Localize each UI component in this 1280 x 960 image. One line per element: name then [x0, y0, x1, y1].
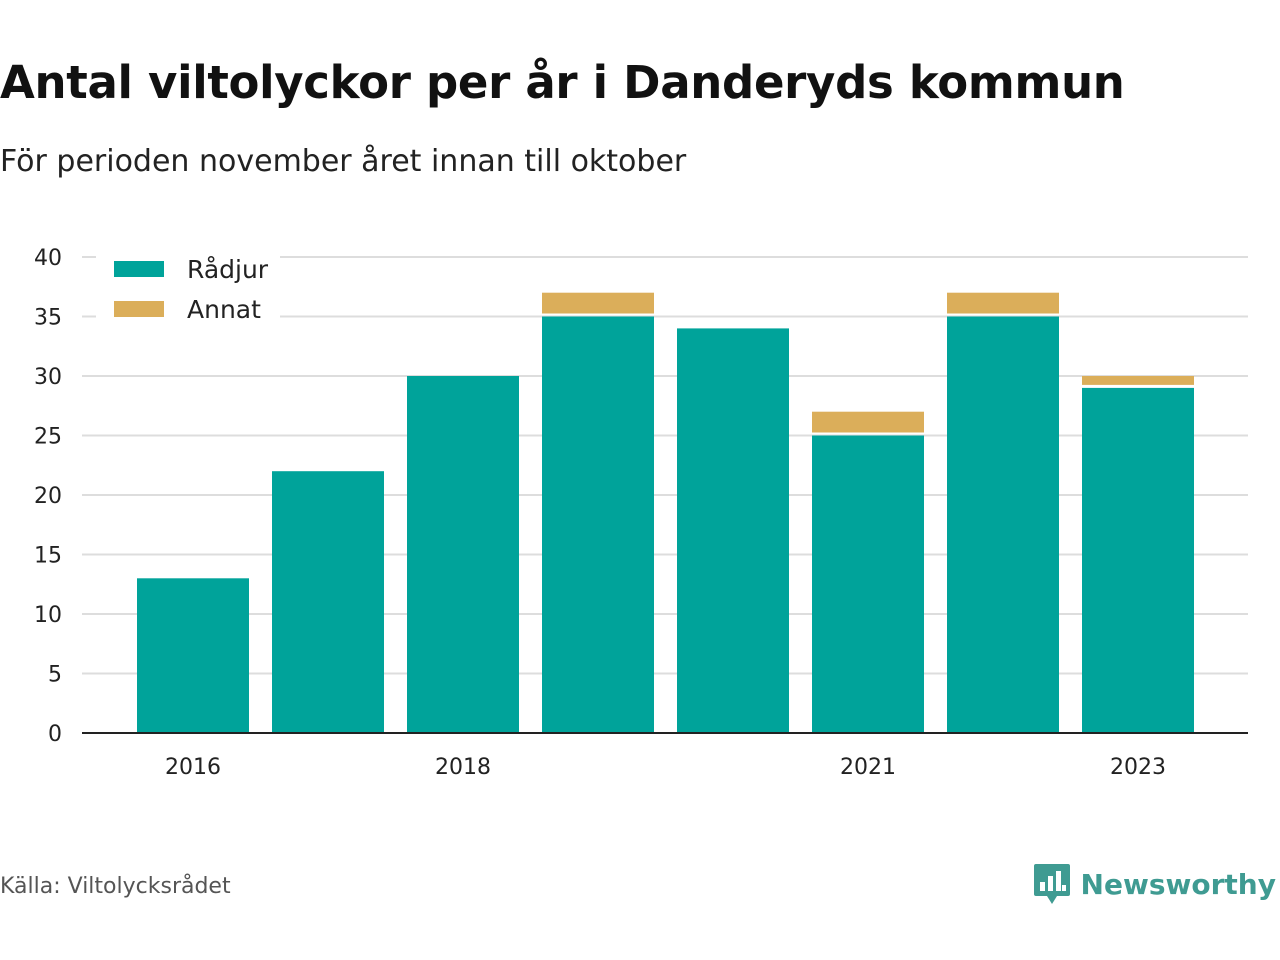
bar-radjur: [1082, 387, 1194, 733]
y-tick-label: 30: [34, 365, 62, 390]
bar-radjur: [407, 376, 519, 733]
y-tick-label: 20: [34, 484, 62, 509]
bar-annat: [812, 411, 924, 433]
y-tick-label: 5: [48, 663, 62, 688]
legend-swatch-annat: [114, 301, 164, 317]
bar-radjur: [272, 471, 384, 733]
legend-label-annat: Annat: [187, 295, 261, 324]
legend-label-radjur: Rådjur: [187, 255, 269, 284]
bar-chart-speech-bubble-icon: [1033, 864, 1070, 904]
y-tick-label: 10: [34, 603, 62, 628]
bar-annat: [947, 292, 1059, 314]
y-tick-label: 0: [48, 722, 62, 747]
bar-radjur: [542, 316, 654, 733]
bar-radjur: [812, 435, 924, 733]
x-tick-label: 2016: [165, 755, 221, 780]
source-note: Källa: Viltolycksrådet: [0, 874, 231, 899]
bar-radjur: [947, 316, 1059, 733]
brand-logo: Newsworthy: [1033, 862, 1276, 906]
bar-radjur: [137, 578, 249, 733]
x-tick-label: 2018: [435, 755, 491, 780]
bar-radjur: [677, 328, 789, 733]
y-tick-label: 25: [34, 425, 62, 450]
x-tick-label: 2021: [840, 755, 896, 780]
y-tick-label: 35: [34, 306, 62, 331]
brand-name: Newsworthy: [1080, 867, 1276, 901]
y-tick-label: 40: [34, 246, 62, 271]
chart-title: Antal viltolyckor per år i Danderyds kom…: [0, 56, 1125, 109]
bar-annat: [542, 292, 654, 314]
chart-subtitle: För perioden november året innan till ok…: [0, 144, 687, 179]
bar-annat: [1082, 376, 1194, 385]
legend-swatch-radjur: [114, 261, 164, 277]
x-tick-label: 2023: [1110, 755, 1166, 780]
y-tick-label: 15: [34, 544, 62, 569]
